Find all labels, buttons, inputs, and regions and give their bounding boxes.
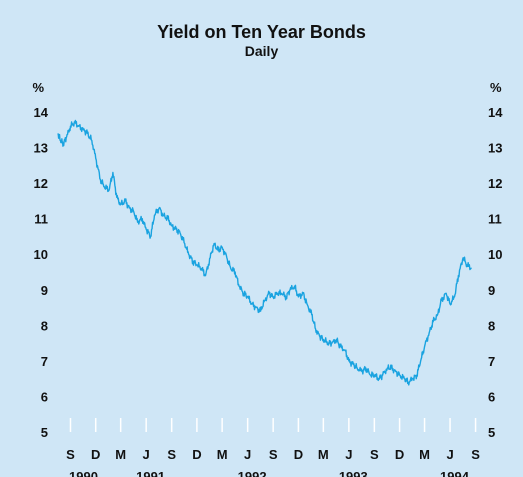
x-month-label: M	[318, 447, 329, 462]
y-tick-label-right: 9	[488, 283, 495, 298]
y-tick-label-left: 14	[34, 105, 49, 120]
x-month-label: D	[192, 447, 201, 462]
x-month-label: S	[167, 447, 176, 462]
yield-series-line	[57, 119, 472, 386]
y-tick-label-right: 5	[488, 425, 495, 440]
y-tick-label-right: 8	[488, 318, 495, 333]
chart-subtitle: Daily	[244, 43, 279, 59]
y-tick-label-left: 10	[34, 247, 48, 262]
y-tick-label-left: 6	[41, 389, 48, 404]
x-year-label: 1994	[440, 469, 470, 477]
y-tick-label-right: 13	[488, 141, 502, 156]
x-month-label: S	[269, 447, 278, 462]
x-month-label: M	[115, 447, 126, 462]
y-tick-label-left: 13	[34, 141, 48, 156]
y-tick-label-right: 6	[488, 389, 495, 404]
y-tick-label-left: 8	[41, 318, 48, 333]
y-tick-label-right: 14	[488, 105, 503, 120]
x-month-label: M	[419, 447, 430, 462]
y-tick-label-left: 12	[34, 176, 48, 191]
left-unit-label: %	[32, 80, 44, 95]
x-month-label: D	[91, 447, 100, 462]
x-month-label: S	[66, 447, 75, 462]
y-tick-label-left: 9	[41, 283, 48, 298]
y-tick-label-left: 5	[41, 425, 48, 440]
x-year-label: 1990	[69, 469, 98, 477]
right-unit-label: %	[490, 80, 502, 95]
x-month-label: D	[395, 447, 404, 462]
x-month-label: J	[244, 447, 251, 462]
x-month-label: J	[143, 447, 150, 462]
x-month-label: J	[446, 447, 453, 462]
y-tick-label-left: 11	[34, 212, 48, 227]
y-tick-label-right: 7	[488, 354, 495, 369]
x-year-label: 1991	[136, 469, 165, 477]
x-month-label: S	[370, 447, 379, 462]
x-month-label: M	[217, 447, 228, 462]
y-tick-label-right: 10	[488, 247, 502, 262]
y-tick-label-left: 7	[41, 354, 48, 369]
x-month-label: J	[345, 447, 352, 462]
plot-area	[58, 112, 480, 432]
x-year-label: 1992	[238, 469, 267, 477]
x-year-label: 1993	[339, 469, 368, 477]
x-month-label: S	[471, 447, 480, 462]
chart-title: Yield on Ten Year Bonds	[157, 22, 366, 42]
x-month-label: D	[294, 447, 303, 462]
y-tick-label-right: 11	[488, 212, 502, 227]
y-tick-label-right: 12	[488, 176, 502, 191]
